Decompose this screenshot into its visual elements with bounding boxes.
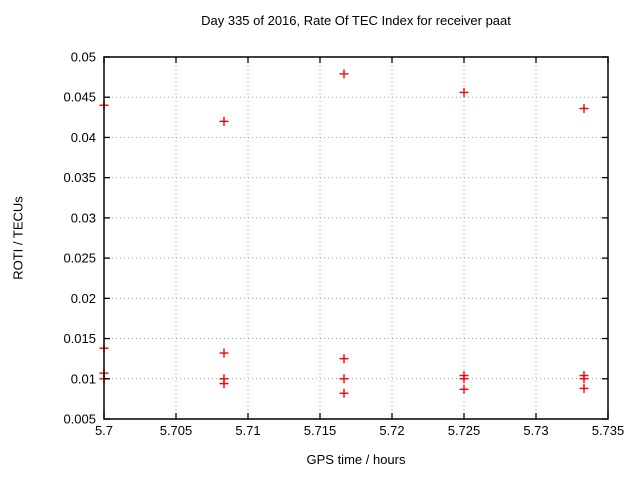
y-tick-label: 0.01 — [71, 371, 96, 386]
y-tick-label: 0.005 — [63, 412, 96, 427]
x-tick-label: 5.73 — [523, 423, 548, 438]
chart-title: Day 335 of 2016, Rate Of TEC Index for r… — [201, 13, 511, 28]
x-tick-label: 5.7 — [95, 423, 113, 438]
x-tick-label: 5.715 — [304, 423, 337, 438]
y-tick-label: 0.035 — [63, 170, 96, 185]
x-tick-label: 5.705 — [160, 423, 193, 438]
y-tick-label: 0.04 — [71, 130, 96, 145]
y-tick-label: 0.03 — [71, 210, 96, 225]
x-tick-label: 5.72 — [379, 423, 404, 438]
y-tick-label: 0.02 — [71, 291, 96, 306]
x-tick-label: 5.71 — [235, 423, 260, 438]
y-tick-label: 0.025 — [63, 251, 96, 266]
plot-border — [103, 56, 609, 420]
y-tick-label: 0.045 — [63, 90, 96, 105]
y-tick-label: 0.015 — [63, 331, 96, 346]
y-tick-label: 0.05 — [71, 50, 96, 65]
x-axis-label: GPS time / hours — [306, 452, 406, 467]
x-tick-label: 5.725 — [448, 423, 481, 438]
x-tick-label: 5.735 — [592, 423, 625, 438]
